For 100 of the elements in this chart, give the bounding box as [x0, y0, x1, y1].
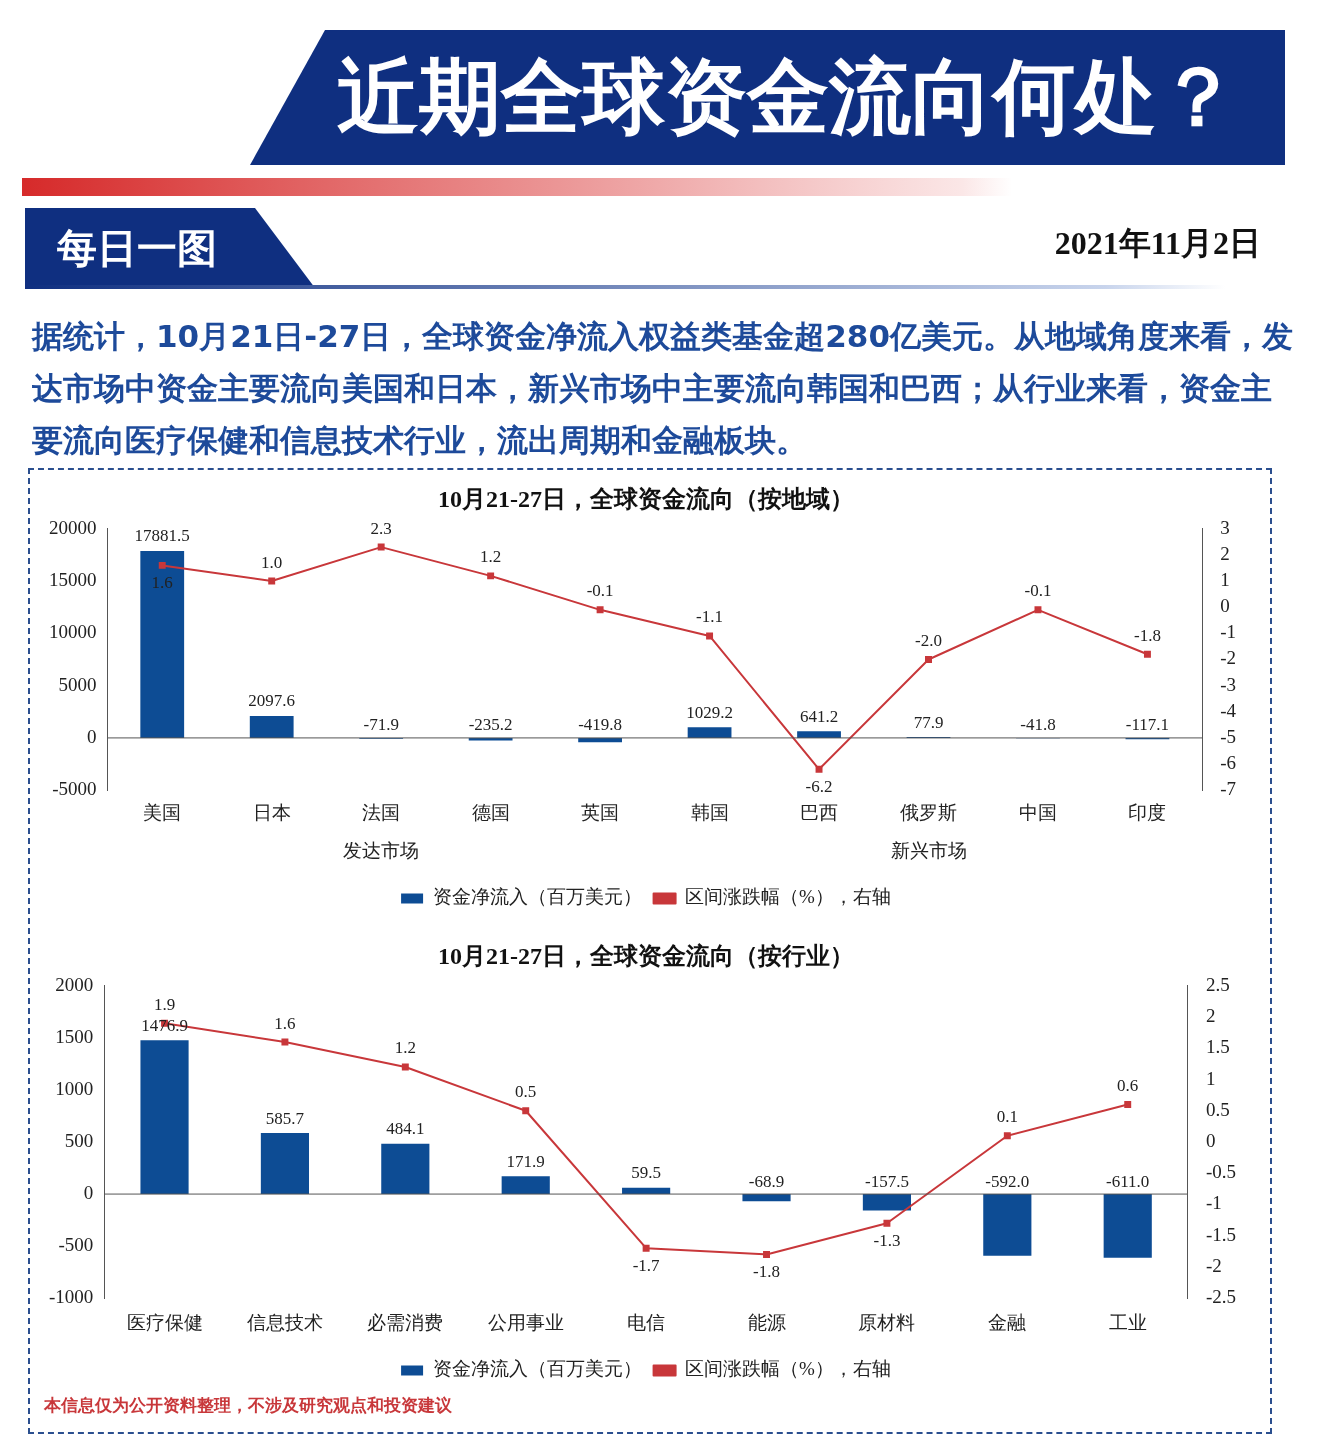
text: 新兴市场: [890, 839, 967, 861]
data-label: 1.6: [151, 572, 173, 592]
x-tick-label: 能源: [747, 1311, 786, 1333]
y2-tick-label: 1: [1220, 569, 1230, 591]
data-label: -1.8: [1133, 625, 1161, 645]
y2-tick-label: 1.5: [1205, 1036, 1230, 1058]
y2-tick-label: 0.5: [1205, 1098, 1230, 1120]
y-tick-label: 5000: [58, 673, 97, 695]
data-label: 1.9: [153, 994, 176, 1014]
y-tick-label: 2000: [55, 973, 94, 995]
data-label: 585.7: [265, 1108, 305, 1128]
x-tick-label: 工业: [1108, 1311, 1147, 1333]
y-tick-label: 1000: [55, 1077, 94, 1099]
y2-tick-label: -1: [1220, 621, 1236, 643]
y-tick-label: 20000: [49, 516, 97, 538]
y2-tick-label: -2: [1205, 1254, 1222, 1276]
x-tick-label: 公用事业: [487, 1311, 564, 1333]
legend-label: 区间涨跌幅（%），右轴: [685, 886, 891, 908]
data-label: 1.6: [274, 1013, 296, 1033]
data-label: -117.1: [1125, 715, 1170, 735]
y-tick-label: -1000: [49, 1286, 94, 1308]
data-label: 484.1: [386, 1119, 425, 1139]
x-tick-label: 巴西: [800, 801, 839, 823]
data-label: -611.0: [1106, 1171, 1150, 1191]
x-tick-label: 必需消费: [367, 1311, 444, 1333]
data-label: 1029.2: [686, 702, 733, 722]
data-label: 1.2: [394, 1038, 416, 1058]
y2-tick-label: 2: [1205, 1005, 1216, 1027]
y2-tick-label: -2: [1220, 647, 1236, 669]
x-tick-label: 俄罗斯: [900, 801, 957, 823]
y2-tick-label: 3: [1220, 516, 1230, 538]
y2-tick-label: -0.5: [1205, 1161, 1236, 1183]
data-label: -71.9: [363, 715, 399, 735]
data-label: 59.5: [631, 1163, 661, 1183]
text: 据统计，10月21日-27日，全球资金净流入权益类基金超280亿美元。从地域角度来看，发达市场中资金主要流向美国和日本，新兴市场中主要流向韩国和巴西；从行业来看，资金主要流向医疗保健和信息技术行业，流出周期和金融板块。: [32, 317, 1294, 460]
x-tick-label: 德国: [471, 801, 510, 823]
chart-title: 10月21-27日，全球资金流向（按地域）: [438, 485, 854, 512]
data-label: -235.2: [468, 715, 513, 735]
y2-tick-label: -2.5: [1205, 1286, 1236, 1308]
x-tick-label: 印度: [1128, 801, 1167, 823]
text: 2021年11月2日: [1054, 224, 1261, 263]
y2-tick-label: 2: [1220, 542, 1230, 564]
x-tick-label: 英国: [581, 801, 620, 823]
data-label: -419.8: [578, 715, 623, 735]
text: 发达市场: [343, 839, 420, 861]
y2-tick-label: 0: [1220, 595, 1230, 617]
data-label: 77.9: [913, 712, 944, 732]
y2-tick-label: 2.5: [1205, 973, 1230, 995]
x-tick-label: 日本: [252, 801, 291, 823]
y-tick-label: -500: [58, 1234, 94, 1256]
y-tick-label: 0: [83, 1182, 94, 1204]
y-tick-label: 0: [87, 725, 97, 747]
y2-tick-label: -1.5: [1205, 1223, 1236, 1245]
legend-label: 资金净流入（百万美元）: [432, 1358, 642, 1380]
data-label: -41.8: [1020, 715, 1056, 735]
data-label: -1.8: [753, 1261, 780, 1281]
x-tick-label: 信息技术: [246, 1311, 323, 1333]
x-tick-label: 金融: [988, 1311, 1027, 1333]
y2-tick-label: 0: [1205, 1129, 1216, 1151]
x-tick-label: 美国: [143, 801, 182, 823]
y2-tick-label: -6: [1220, 752, 1236, 774]
data-label: -157.5: [864, 1171, 909, 1191]
data-label: 1.2: [480, 547, 502, 567]
data-label: -1.3: [873, 1230, 901, 1250]
y-tick-label: 15000: [49, 569, 97, 591]
data-label: 0.5: [515, 1082, 537, 1102]
y-tick-label: -5000: [52, 778, 97, 800]
data-label: -6.2: [805, 776, 833, 796]
y2-tick-label: -4: [1220, 699, 1237, 721]
y-tick-label: 1500: [55, 1025, 94, 1047]
text: 近期全球资金流向何处？: [250, 30, 1285, 165]
x-tick-label: 电信: [627, 1311, 666, 1333]
x-tick-label: 中国: [1018, 801, 1057, 823]
data-label: 171.9: [506, 1151, 545, 1171]
data-label: 0.1: [996, 1107, 1018, 1127]
y-tick-label: 10000: [49, 621, 97, 643]
text: 本信息仅为公开资料整理，不涉及研究观点和投资建议: [44, 1395, 452, 1417]
data-label: 17881.5: [134, 526, 190, 546]
data-label: -0.1: [1024, 581, 1052, 601]
y-tick-label: 500: [64, 1129, 94, 1151]
y2-tick-label: -5: [1220, 725, 1236, 747]
data-label: -68.9: [748, 1171, 785, 1191]
data-label: 2.3: [370, 518, 392, 538]
data-label: 0.6: [1117, 1075, 1139, 1095]
x-tick-label: 法国: [362, 801, 401, 823]
data-label: -592.0: [985, 1171, 1030, 1191]
data-label: -1.1: [696, 607, 724, 627]
legend-label: 区间涨跌幅（%），右轴: [685, 1358, 891, 1380]
y2-tick-label: -7: [1220, 778, 1236, 800]
chart-title: 10月21-27日，全球资金流向（按行业）: [438, 942, 854, 969]
y2-tick-label: -3: [1220, 673, 1236, 695]
x-tick-label: 韩国: [690, 801, 729, 823]
data-label: -1.7: [632, 1255, 661, 1275]
legend-label: 资金净流入（百万美元）: [432, 886, 642, 908]
data-label: -0.1: [586, 581, 614, 601]
data-label: 641.2: [799, 706, 839, 726]
y2-tick-label: 1: [1205, 1067, 1216, 1089]
x-tick-label: 原材料: [858, 1311, 916, 1333]
x-tick-label: 医疗保健: [126, 1311, 203, 1333]
data-label: 1.0: [261, 552, 283, 572]
